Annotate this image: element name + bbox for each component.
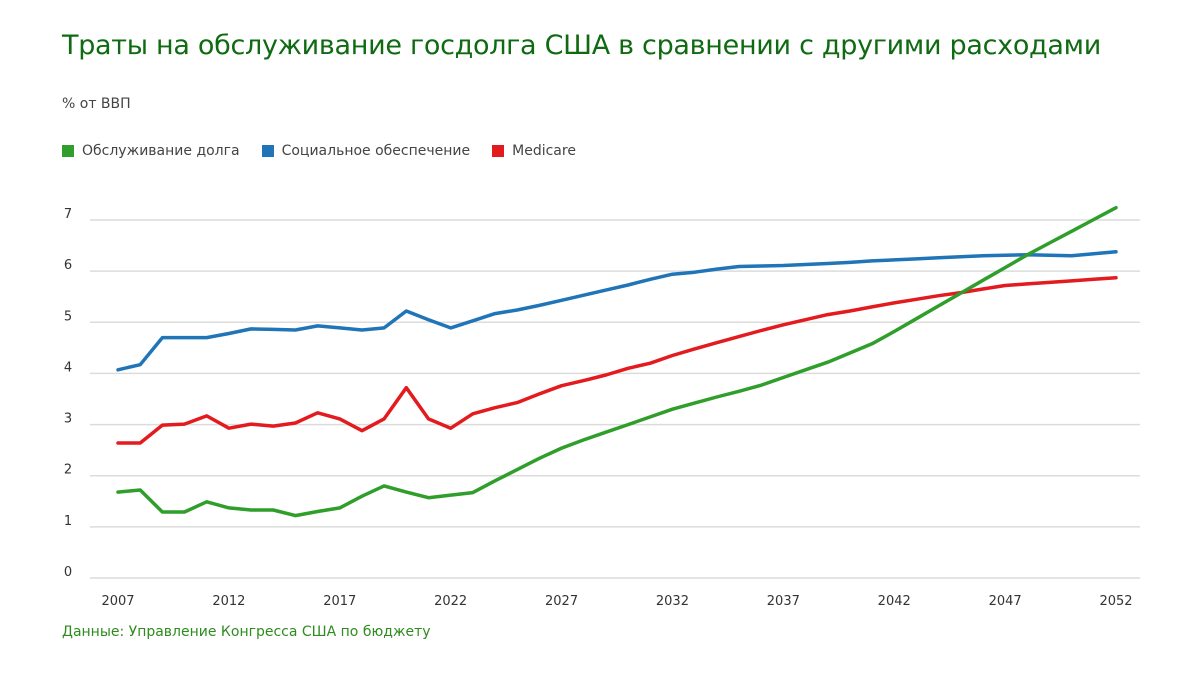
series-line-medicare	[116, 276, 1118, 445]
x-tick-label: 2007	[101, 594, 134, 609]
x-tick-label: 2027	[545, 594, 578, 609]
y-tick-label: 2	[64, 463, 72, 478]
y-tick-label: 4	[64, 360, 72, 375]
legend: Обслуживание долга Социальное обеспечени…	[62, 143, 576, 159]
x-tick-label: 2037	[767, 594, 800, 609]
x-tick-label: 2042	[878, 594, 911, 609]
x-tick-label: 2052	[1099, 594, 1132, 609]
y-tick-label: 1	[64, 514, 72, 529]
legend-label: Обслуживание долга	[82, 143, 240, 159]
series-line-debt-service	[116, 205, 1118, 518]
chart-title: Траты на обслуживание госдолга США в сра…	[62, 30, 1101, 61]
legend-item-medicare: Medicare	[492, 143, 576, 159]
x-tick-label: 2012	[212, 594, 245, 609]
x-tick-label: 2022	[434, 594, 467, 609]
legend-swatch-debt-service	[62, 145, 74, 157]
legend-label: Социальное обеспечение	[281, 143, 471, 159]
y-tick-label: 7	[64, 207, 72, 222]
y-axis-unit-label: % от ВВП	[62, 96, 131, 112]
source-note: Данные: Управление Конгресса США по бюдж…	[62, 624, 431, 640]
x-tick-label: 2032	[656, 594, 689, 609]
y-tick-label: 0	[64, 565, 72, 580]
legend-item-debt-service: Обслуживание долга	[62, 143, 240, 159]
legend-swatch-social-security	[261, 145, 274, 157]
series-line-social-security	[116, 249, 1118, 372]
legend-swatch-medicare	[492, 145, 505, 157]
x-tick-label: 2047	[989, 594, 1022, 609]
y-tick-label: 5	[64, 309, 72, 324]
y-tick-label: 6	[64, 258, 72, 273]
y-tick-label: 3	[64, 412, 72, 427]
x-tick-label: 2017	[323, 594, 356, 609]
legend-item-social-security: Социальное обеспечение	[261, 143, 471, 159]
legend-label: Medicare	[512, 143, 576, 159]
